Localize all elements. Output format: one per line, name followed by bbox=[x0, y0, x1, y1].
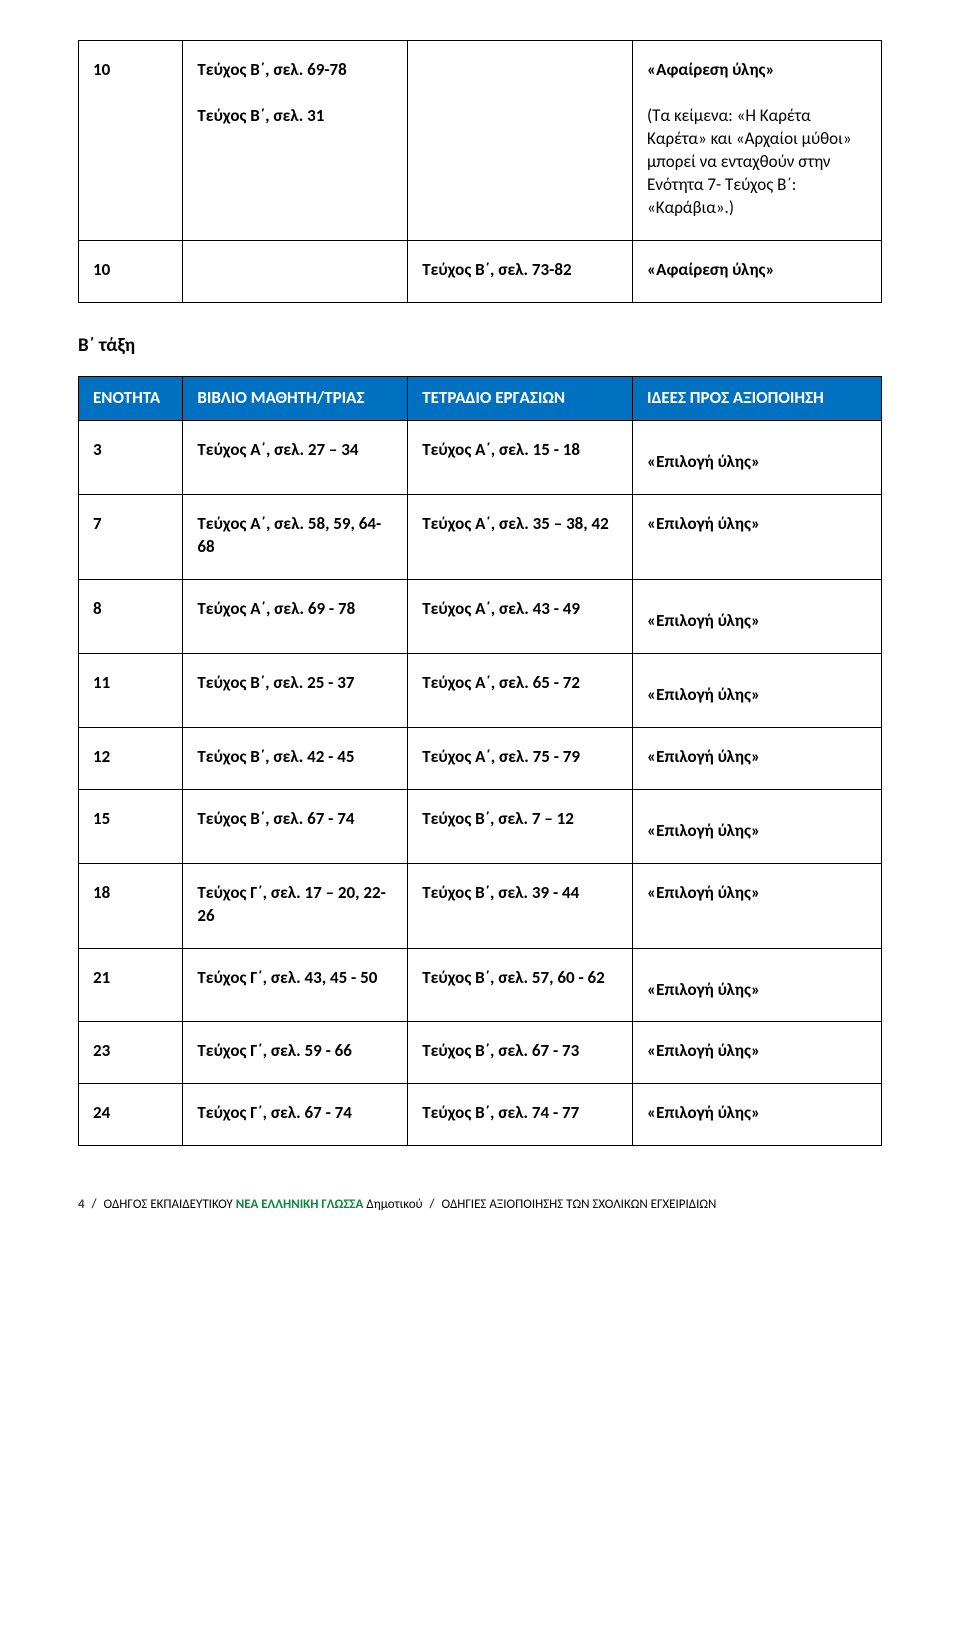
table-row: 10 Τεύχος Β΄, σελ. 73-82 «Αφαίρεση ύλης» bbox=[79, 240, 882, 302]
page: 10 Τεύχος Β΄, σελ. 69-78 Τεύχος Β΄, σελ.… bbox=[0, 0, 960, 1244]
footer-text: Δημοτικού bbox=[366, 1197, 425, 1212]
cell-book: Τεύχος Β΄, σελ. 69-78 Τεύχος Β΄, σελ. 31 bbox=[183, 41, 408, 241]
page-footer: 4 / ΟΔΗΓΟΣ ΕΚΠΑΙΔΕΥΤΙΚΟΥ ΝΕΑ ΕΛΛΗΝΙΚΗ ΓΛ… bbox=[78, 1196, 882, 1214]
cell-ideas: «Επιλογή ύλης» bbox=[633, 579, 882, 653]
main-table: ΕΝΟΤΗΤΑ ΒΙΒΛΙΟ ΜΑΘΗΤΗ/ΤΡΙΑΣ ΤΕΤΡΑΔΙΟ ΕΡΓ… bbox=[78, 376, 882, 1146]
cell-book: Τεύχος Γ΄, σελ. 17 – 20, 22-26 bbox=[183, 863, 408, 948]
col-header-ideas: ΙΔΕΕΣ ΠΡΟΣ ΑΞΙΟΠΟΙΗΣΗ bbox=[633, 377, 882, 421]
table-row: 21Τεύχος Γ΄, σελ. 43, 45 - 50Τεύχος Β΄, … bbox=[79, 948, 882, 1022]
cell-book: Τεύχος Β΄, σελ. 42 - 45 bbox=[183, 727, 408, 789]
text: «Επιλογή ύλης» bbox=[647, 979, 867, 1002]
cell-workbook: Τεύχος Β΄, σελ. 7 – 12 bbox=[408, 789, 633, 863]
table-row: 7Τεύχος Α΄, σελ. 58, 59, 64-68Τεύχος Α΄,… bbox=[79, 495, 882, 580]
text: «Επιλογή ύλης» bbox=[647, 451, 867, 474]
cell-enotita: 10 bbox=[79, 240, 183, 302]
cell-book: Τεύχος Β΄, σελ. 67 - 74 bbox=[183, 789, 408, 863]
page-number: 4 bbox=[78, 1197, 85, 1212]
cell-workbook: Τεύχος Β΄, σελ. 57, 60 - 62 bbox=[408, 948, 633, 1022]
table-row: 24Τεύχος Γ΄, σελ. 67 - 74Τεύχος Β΄, σελ.… bbox=[79, 1084, 882, 1146]
col-header-workbook: ΤΕΤΡΑΔΙΟ ΕΡΓΑΣΙΩΝ bbox=[408, 377, 633, 421]
table-row: 8Τεύχος Α΄, σελ. 69 - 78Τεύχος Α΄, σελ. … bbox=[79, 579, 882, 653]
text: «Επιλογή ύλης» bbox=[647, 820, 867, 843]
table-row: 11Τεύχος Β΄, σελ. 25 - 37Τεύχος Α΄, σελ.… bbox=[79, 653, 882, 727]
cell-ideas: «Επιλογή ύλης» bbox=[633, 863, 882, 948]
cell-workbook bbox=[408, 41, 633, 241]
text: «Αφαίρεση ύλης» bbox=[647, 59, 775, 80]
cell-enotita: 10 bbox=[79, 41, 183, 241]
cell-enotita: 12 bbox=[79, 727, 183, 789]
section-title: Β΄ τάξη bbox=[78, 333, 882, 359]
cell-book: Τεύχος Β΄, σελ. 25 - 37 bbox=[183, 653, 408, 727]
cell-workbook: Τεύχος Β΄, σελ. 67 - 73 bbox=[408, 1022, 633, 1084]
cell-ideas: «Επιλογή ύλης» bbox=[633, 495, 882, 580]
cell-workbook: Τεύχος Α΄, σελ. 43 - 49 bbox=[408, 579, 633, 653]
cell-ideas: «Επιλογή ύλης» bbox=[633, 653, 882, 727]
cell-book: Τεύχος Γ΄, σελ. 67 - 74 bbox=[183, 1084, 408, 1146]
cell-ideas: «Επιλογή ύλης» bbox=[633, 789, 882, 863]
table-row: 18Τεύχος Γ΄, σελ. 17 – 20, 22-26Τεύχος Β… bbox=[79, 863, 882, 948]
cell-enotita: 18 bbox=[79, 863, 183, 948]
cell-ideas: «Αφαίρεση ύλης» bbox=[633, 240, 882, 302]
text: «Επιλογή ύλης» bbox=[647, 684, 867, 707]
footer-separator: / bbox=[430, 1197, 435, 1212]
top-continuation-table: 10 Τεύχος Β΄, σελ. 69-78 Τεύχος Β΄, σελ.… bbox=[78, 40, 882, 303]
text: «Επιλογή ύλης» bbox=[647, 610, 867, 633]
cell-ideas: «Αφαίρεση ύλης» (Τα κείμενα: «Η Καρέτα Κ… bbox=[633, 41, 882, 241]
cell-enotita: 3 bbox=[79, 421, 183, 495]
text: Τεύχος Β΄, σελ. 31 bbox=[197, 105, 324, 126]
footer-text: ΟΔΗΓΙΕΣ ΑΞΙΟΠΟΙΗΣΗΣ ΤΩΝ ΣΧΟΛΙΚΩΝ ΕΓΧΕΙΡΙ… bbox=[442, 1197, 717, 1212]
table-header-row: ΕΝΟΤΗΤΑ ΒΙΒΛΙΟ ΜΑΘΗΤΗ/ΤΡΙΑΣ ΤΕΤΡΑΔΙΟ ΕΡΓ… bbox=[79, 377, 882, 421]
cell-workbook: Τεύχος Β΄, σελ. 39 - 44 bbox=[408, 863, 633, 948]
table-row: 10 Τεύχος Β΄, σελ. 69-78 Τεύχος Β΄, σελ.… bbox=[79, 41, 882, 241]
cell-ideas: «Επιλογή ύλης» bbox=[633, 1084, 882, 1146]
cell-book bbox=[183, 240, 408, 302]
cell-ideas: «Επιλογή ύλης» bbox=[633, 948, 882, 1022]
cell-enotita: 15 bbox=[79, 789, 183, 863]
cell-book: Τεύχος Γ΄, σελ. 59 - 66 bbox=[183, 1022, 408, 1084]
table-row: 15Τεύχος Β΄, σελ. 67 - 74Τεύχος Β΄, σελ.… bbox=[79, 789, 882, 863]
cell-ideas: «Επιλογή ύλης» bbox=[633, 727, 882, 789]
cell-book: Τεύχος Α΄, σελ. 58, 59, 64-68 bbox=[183, 495, 408, 580]
cell-enotita: 21 bbox=[79, 948, 183, 1022]
table-row: 3Τεύχος Α΄, σελ. 27 – 34Τεύχος Α΄, σελ. … bbox=[79, 421, 882, 495]
text: (Τα κείμενα: «Η Καρέτα Καρέτα» και «Αρχα… bbox=[647, 105, 852, 218]
cell-workbook: Τεύχος Β΄, σελ. 73-82 bbox=[408, 240, 633, 302]
footer-title-green: ΝΕΑ ΕΛΛΗΝΙΚΗ ΓΛΩΣΣΑ bbox=[236, 1197, 364, 1212]
cell-workbook: Τεύχος Α΄, σελ. 15 - 18 bbox=[408, 421, 633, 495]
cell-enotita: 23 bbox=[79, 1022, 183, 1084]
table-row: 23Τεύχος Γ΄, σελ. 59 - 66Τεύχος Β΄, σελ.… bbox=[79, 1022, 882, 1084]
cell-book: Τεύχος Α΄, σελ. 69 - 78 bbox=[183, 579, 408, 653]
cell-enotita: 8 bbox=[79, 579, 183, 653]
cell-enotita: 7 bbox=[79, 495, 183, 580]
col-header-enotita: ΕΝΟΤΗΤΑ bbox=[79, 377, 183, 421]
cell-enotita: 11 bbox=[79, 653, 183, 727]
footer-text: ΟΔΗΓΟΣ ΕΚΠΑΙΔΕΥΤΙΚΟΥ bbox=[104, 1197, 236, 1212]
cell-enotita: 24 bbox=[79, 1084, 183, 1146]
cell-book: Τεύχος Α΄, σελ. 27 – 34 bbox=[183, 421, 408, 495]
cell-book: Τεύχος Γ΄, σελ. 43, 45 - 50 bbox=[183, 948, 408, 1022]
footer-separator: / bbox=[92, 1197, 97, 1212]
cell-workbook: Τεύχος Α΄, σελ. 35 – 38, 42 bbox=[408, 495, 633, 580]
cell-ideas: «Επιλογή ύλης» bbox=[633, 1022, 882, 1084]
cell-workbook: Τεύχος Β΄, σελ. 74 - 77 bbox=[408, 1084, 633, 1146]
cell-workbook: Τεύχος Α΄, σελ. 65 - 72 bbox=[408, 653, 633, 727]
cell-workbook: Τεύχος Α΄, σελ. 75 - 79 bbox=[408, 727, 633, 789]
cell-ideas: «Επιλογή ύλης» bbox=[633, 421, 882, 495]
table-row: 12Τεύχος Β΄, σελ. 42 - 45Τεύχος Α΄, σελ.… bbox=[79, 727, 882, 789]
col-header-book: ΒΙΒΛΙΟ ΜΑΘΗΤΗ/ΤΡΙΑΣ bbox=[183, 377, 408, 421]
text: Τεύχος Β΄, σελ. 69-78 bbox=[197, 59, 346, 80]
